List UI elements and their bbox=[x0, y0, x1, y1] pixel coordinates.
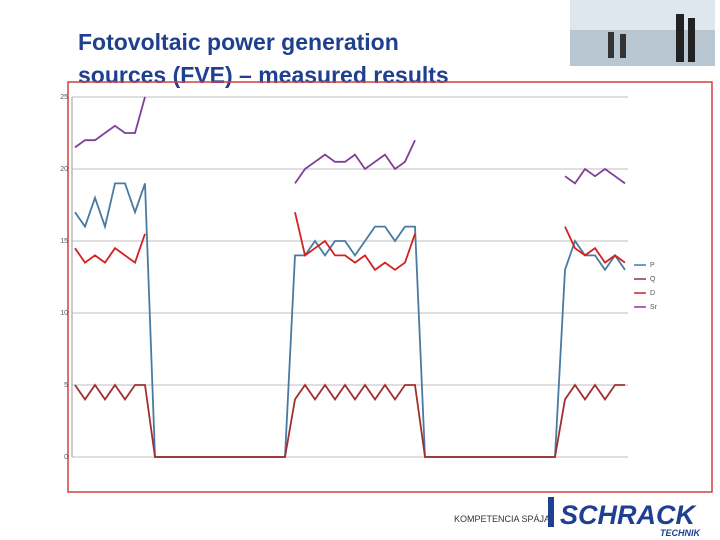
legend-label: P bbox=[650, 262, 655, 269]
series-line bbox=[74, 211, 626, 272]
chart-frame bbox=[67, 81, 713, 493]
logo-sub: TECHNIK bbox=[660, 528, 701, 538]
logo: SCHRACK bbox=[560, 500, 698, 530]
series-line bbox=[74, 383, 625, 458]
title-line: Fotovoltaic power generation bbox=[78, 29, 399, 55]
legend-label: D bbox=[650, 290, 655, 297]
y-tick-label: 0 bbox=[64, 454, 68, 461]
y-tick-label: 5 bbox=[64, 382, 68, 389]
logo-mark bbox=[548, 497, 554, 527]
y-tick-label: 25 bbox=[60, 94, 68, 101]
y-tick-label: 10 bbox=[60, 310, 68, 317]
plot-area bbox=[72, 88, 668, 488]
title-line: sources (FVE) – measured results bbox=[78, 62, 449, 88]
legend-label: Sr bbox=[650, 304, 658, 311]
y-tick-label: 20 bbox=[60, 166, 68, 173]
y-tick-label: 15 bbox=[60, 238, 68, 245]
photo bbox=[570, 0, 715, 66]
series-line bbox=[74, 96, 626, 185]
legend-label: Q bbox=[650, 276, 656, 283]
tagline: KOMPETENCIA SPÁJA bbox=[454, 514, 550, 524]
